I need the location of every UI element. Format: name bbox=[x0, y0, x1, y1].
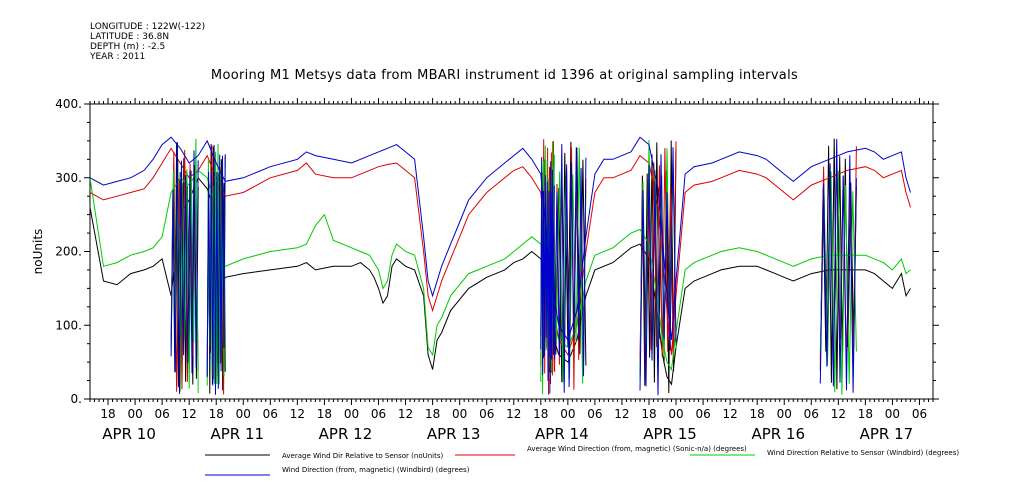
x-date-label: APR 13 bbox=[427, 425, 481, 443]
x-tick-label: 06 bbox=[154, 407, 169, 421]
y-axis-label: noUnits bbox=[31, 229, 45, 275]
series-burst-4 bbox=[549, 143, 587, 394]
legend-label-4: Wind Direction (from, magnetic) (Windbir… bbox=[282, 466, 470, 474]
x-tick-label: 12 bbox=[831, 407, 846, 421]
header-metadata: LONGITUDE : 122W(-122) LATITUDE : 36.8N … bbox=[90, 22, 205, 62]
x-date-label: APR 12 bbox=[319, 425, 373, 443]
x-tick-label: 18 bbox=[317, 407, 332, 421]
y-tick-label: 400. bbox=[55, 97, 82, 111]
x-date-label: APR 17 bbox=[860, 425, 914, 443]
x-tick-label: 00 bbox=[452, 407, 467, 421]
chart-title: Mooring M1 Metsys data from MBARI instru… bbox=[210, 68, 799, 83]
x-tick-label: 18 bbox=[641, 407, 656, 421]
x-tick-label: 00 bbox=[885, 407, 900, 421]
x-date-label: APR 10 bbox=[102, 425, 156, 443]
x-tick-label: 06 bbox=[804, 407, 819, 421]
x-date-label: APR 16 bbox=[751, 425, 805, 443]
legend-label-2: Average Wind Direction (from, magnetic) … bbox=[527, 445, 747, 453]
x-tick-label: 00 bbox=[668, 407, 683, 421]
x-date-label: APR 14 bbox=[535, 425, 589, 443]
series-burst-4 bbox=[540, 157, 555, 381]
x-tick-label: 18 bbox=[858, 407, 873, 421]
x-tick-label: 06 bbox=[912, 407, 927, 421]
year-text: YEAR : 2011 bbox=[90, 52, 146, 62]
x-tick-label: 18 bbox=[425, 407, 440, 421]
x-tick-label: 00 bbox=[236, 407, 251, 421]
x-tick-label: 12 bbox=[398, 407, 413, 421]
series-burst-4 bbox=[170, 142, 199, 394]
x-tick-label: 06 bbox=[263, 407, 278, 421]
legend-label-1: Average Wind Dir Relative to Sensor (noU… bbox=[282, 452, 443, 460]
latitude-text: LATITUDE : 36.8N bbox=[90, 32, 170, 42]
series-burst-4 bbox=[639, 147, 677, 396]
x-tick-label: 12 bbox=[182, 407, 197, 421]
x-tick-label: 12 bbox=[722, 407, 737, 421]
x-tick-label: 00 bbox=[344, 407, 359, 421]
x-tick-label: 12 bbox=[506, 407, 521, 421]
x-tick-label: 12 bbox=[290, 407, 305, 421]
depth-text: DEPTH (m) : -2.5 bbox=[90, 42, 166, 52]
series-burst-4 bbox=[206, 144, 226, 395]
x-tick-label: 00 bbox=[127, 407, 142, 421]
x-tick-label: 12 bbox=[614, 407, 629, 421]
x-tick-label: 06 bbox=[695, 407, 710, 421]
x-tick-label: 18 bbox=[533, 407, 548, 421]
x-tick-label: 06 bbox=[587, 407, 602, 421]
longitude-text: LONGITUDE : 122W(-122) bbox=[90, 22, 206, 32]
x-tick-label: 18 bbox=[750, 407, 765, 421]
y-tick-label: 300. bbox=[55, 171, 82, 185]
x-tick-label: 00 bbox=[777, 407, 792, 421]
series-burst-4 bbox=[819, 138, 857, 393]
legend-label-3: Wind Direction Relative to Sensor (Windb… bbox=[767, 449, 959, 457]
y-tick-label: 0. bbox=[71, 392, 82, 406]
x-date-label: APR 11 bbox=[210, 425, 264, 443]
x-tick-label: 18 bbox=[100, 407, 115, 421]
y-tick-label: 200. bbox=[55, 245, 82, 259]
x-date-label: APR 15 bbox=[643, 425, 697, 443]
x-tick-label: 06 bbox=[371, 407, 386, 421]
x-tick-label: 18 bbox=[209, 407, 224, 421]
y-tick-label: 100. bbox=[55, 318, 82, 332]
x-tick-label: 00 bbox=[560, 407, 575, 421]
x-tick-label: 06 bbox=[479, 407, 494, 421]
